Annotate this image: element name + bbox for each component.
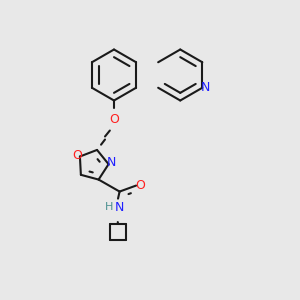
Text: N: N — [201, 81, 210, 94]
Text: O: O — [135, 179, 145, 192]
Text: N: N — [106, 156, 116, 169]
Text: O: O — [73, 148, 82, 161]
Text: H: H — [105, 202, 113, 212]
Text: O: O — [109, 113, 119, 127]
Text: N: N — [114, 201, 124, 214]
